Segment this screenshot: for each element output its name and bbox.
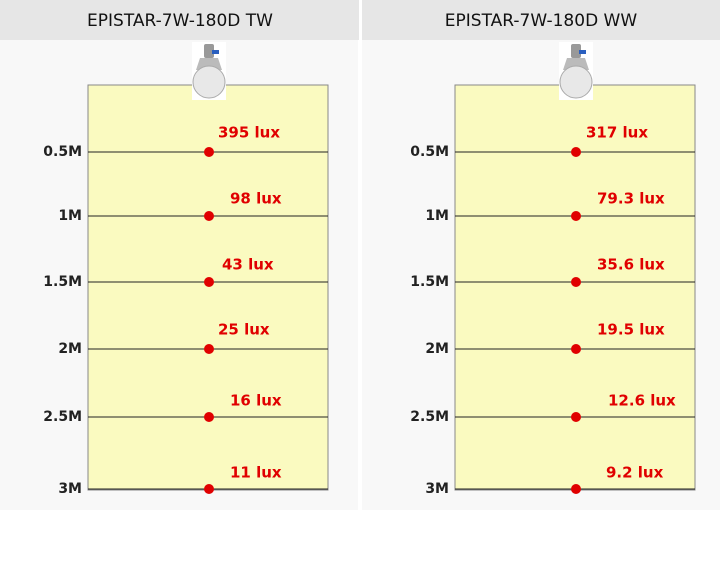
distance-label: 1.5M: [410, 274, 449, 290]
lux-label: 12.6 lux: [608, 392, 676, 410]
measure-dot: [571, 147, 581, 157]
measure-dot: [204, 484, 214, 494]
measure-dot: [571, 211, 581, 221]
measure-dot: [571, 277, 581, 287]
distance-label: 1.5M: [43, 274, 82, 290]
lux-label: 43 lux: [222, 256, 274, 274]
distance-label: 2M: [58, 341, 82, 357]
distance-label: 3M: [58, 481, 82, 497]
panel-title: EPISTAR-7W-180D TW: [87, 11, 273, 31]
distance-label: 2.5M: [410, 409, 449, 425]
measure-dot: [204, 147, 214, 157]
bulb-logo: [212, 50, 219, 54]
distance-label: 1M: [58, 208, 82, 224]
bulb-globe: [193, 66, 225, 98]
bulb-icon: [559, 42, 593, 100]
measure-dot: [571, 412, 581, 422]
lux-label: 98 lux: [230, 190, 282, 208]
distance-label: 3M: [425, 481, 449, 497]
distance-label: 0.5M: [410, 144, 449, 160]
measure-dot: [571, 484, 581, 494]
chart-area: [455, 85, 695, 490]
distance-label: 0.5M: [43, 144, 82, 160]
lux-label: 35.6 lux: [597, 256, 665, 274]
page: EPISTAR-7W-180D TW 0.5M 395 lux 1M 98 lux 1.5…: [0, 0, 720, 563]
distance-label: 2M: [425, 341, 449, 357]
bulb-icon: [192, 42, 226, 100]
lux-label: 25 lux: [218, 321, 270, 339]
lux-label: 317 lux: [586, 124, 648, 142]
lux-label: 11 lux: [230, 464, 282, 482]
lux-label: 19.5 lux: [597, 321, 665, 339]
chart-area: [88, 85, 328, 490]
lux-label: 395 lux: [218, 124, 280, 142]
measure-dot: [204, 344, 214, 354]
measure-dot: [204, 211, 214, 221]
measure-dot: [204, 277, 214, 287]
lux-label: 79.3 lux: [597, 190, 665, 208]
distance-label: 1M: [425, 208, 449, 224]
panel-title: EPISTAR-7W-180D WW: [445, 11, 638, 31]
measure-dot: [571, 344, 581, 354]
bulb-globe: [560, 66, 592, 98]
distance-label: 2.5M: [43, 409, 82, 425]
bulb-logo: [579, 50, 586, 54]
measure-dot: [204, 412, 214, 422]
lux-label: 9.2 lux: [606, 464, 664, 482]
lux-label: 16 lux: [230, 392, 282, 410]
